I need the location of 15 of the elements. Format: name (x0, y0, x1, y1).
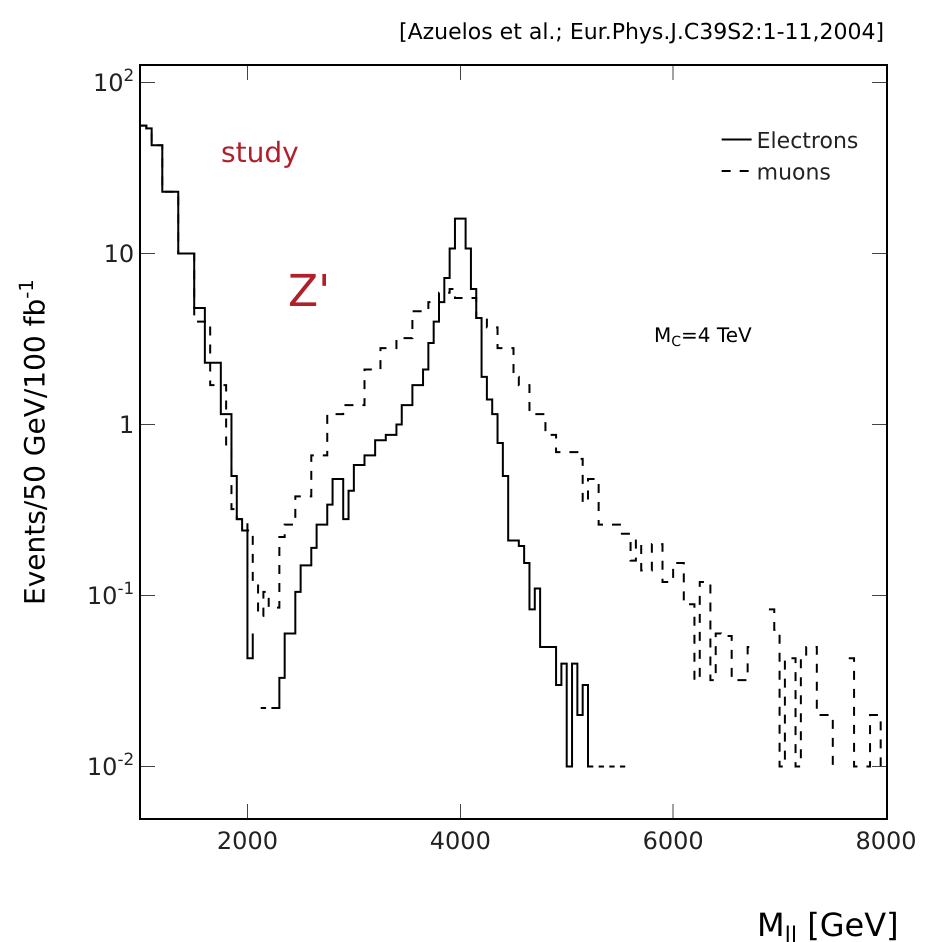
annotation: M$_{C}$=4 TeV (654, 323, 752, 350)
x-tick-label: 2000 (216, 826, 278, 855)
legend-label: Electrons (756, 129, 858, 154)
x-tick-label: 8000 (855, 826, 917, 855)
annotation: Z' (288, 266, 330, 317)
legend-label: muons (756, 160, 831, 186)
annotation: study (221, 136, 299, 169)
y-tick-label: 10$^{-1}$ (86, 578, 134, 610)
y-tick-label: 10$^{2}$ (92, 64, 134, 97)
text: [Azuelos et al.; Eur.Phys.J.C39S2:1-11,2004] (399, 20, 884, 45)
x-tick-label: 6000 (642, 826, 704, 855)
y-tick-label: 1 (118, 410, 134, 439)
y-tick-label: 10$^{-2}$ (86, 748, 134, 781)
y-tick-label: 10 (104, 240, 134, 268)
x-tick-label: 4000 (430, 826, 491, 855)
